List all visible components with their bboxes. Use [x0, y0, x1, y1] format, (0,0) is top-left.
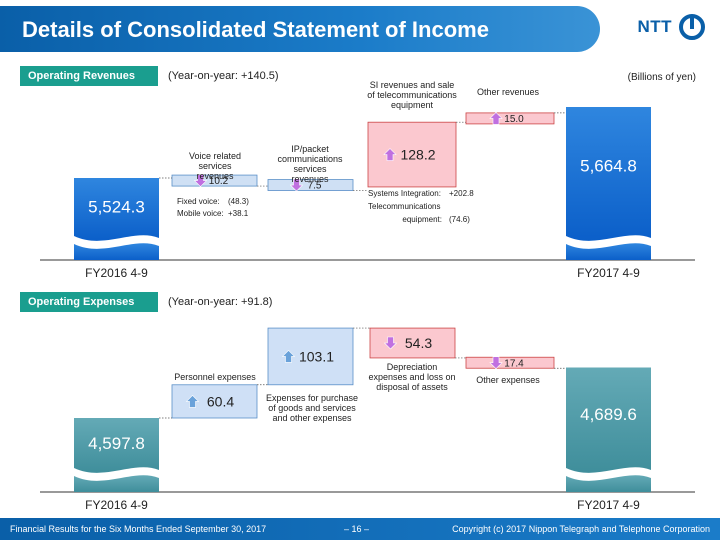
revenues-category-label-4: Other revenues [477, 87, 540, 97]
revenues-delta-arrow-2 [289, 178, 304, 192]
revenues-delta-value-2: 7.5 [308, 181, 322, 192]
footer: Financial Results for the Six Months End… [0, 518, 720, 540]
footer-copyright: Copyright (c) 2017 Nippon Telegraph and … [452, 524, 710, 534]
expenses-total-value-5: 4,689.6 [580, 405, 637, 424]
revenues-total-bar-5 [566, 107, 651, 241]
unit-note: (Billions of yen) [627, 72, 696, 83]
si-subnote-value-2: (74.6) [449, 215, 470, 224]
expenses-yoy: (Year-on-year: +91.8) [168, 296, 273, 308]
expenses-delta-value-1: 60.4 [207, 393, 234, 409]
revenues-tick-label-0: FY2016 4-9 [85, 266, 148, 280]
voice-subnote-label-1: Mobile voice: [177, 209, 224, 218]
revenues-total-value-0: 5,524.3 [88, 197, 145, 216]
expenses-delta-arrow-3 [383, 336, 398, 350]
si-subnote-label-1: Telecommunications [368, 202, 440, 211]
si-subnote-label-2: equipment: [402, 215, 442, 224]
revenues-delta-arrow-3 [383, 148, 397, 161]
expenses-total-value-0: 4,597.8 [88, 434, 145, 453]
expenses-tick-label-5: FY2017 4-9 [577, 498, 640, 512]
revenues-delta-bar-2 [267, 179, 354, 191]
page-title: Details of Consolidated Statement of Inc… [22, 17, 489, 42]
revenues-category-label-1: Voice related services revenues [189, 151, 241, 181]
expenses-delta-value-3: 54.3 [405, 335, 432, 351]
revenues-total-value-5: 5,664.8 [580, 156, 637, 175]
operating-revenues-badge: Operating Revenues [20, 66, 158, 86]
revenues-tick-label-5: FY2017 4-9 [577, 266, 640, 280]
revenues-delta-value-3: 128.2 [400, 147, 435, 163]
ntt-logo: NTT [637, 12, 706, 42]
revenues-total-bar-0 [74, 178, 159, 241]
page-number: – 16 – [344, 524, 370, 534]
expenses-delta-value-2: 103.1 [299, 348, 334, 364]
expenses-category-label-3: Depreciation expenses and loss on disposal… [368, 362, 455, 392]
si-subnote-value-0: +202.8 [449, 189, 474, 198]
ntt-logo-mark-icon [679, 14, 705, 40]
expenses-delta-arrow-1 [185, 394, 200, 408]
revenues-delta-arrow-1 [193, 174, 208, 188]
logo-text: NTT [637, 17, 672, 36]
expenses-delta-arrow-2 [281, 350, 296, 363]
revenues-yoy: (Year-on-year: +140.5) [168, 70, 279, 82]
expenses-total-bar-0-base [74, 475, 159, 492]
expenses-category-label-1: Personnel expenses [174, 372, 256, 382]
footer-left: Financial Results for the Six Months End… [10, 524, 267, 534]
revenues-delta-bar-3 [367, 121, 457, 188]
voice-subnote-value-1: +38.1 [228, 209, 249, 218]
revenues-delta-value-1: 10.2 [209, 176, 229, 187]
revenues-total-bar-5-base [566, 243, 651, 260]
expenses-category-label-4: Other expenses [476, 375, 540, 385]
expenses-delta-arrow-4 [489, 356, 503, 370]
expenses-total-bar-5-base [566, 475, 651, 492]
revenues-delta-bar-4 [465, 112, 555, 125]
revenues-delta-bar-1 [171, 174, 258, 187]
revenues-category-label-3: SI revenues and sale of telecommunication… [367, 80, 457, 110]
expenses-category-label-2: Expenses for purchase of goods and servic… [266, 393, 358, 423]
title-band [0, 6, 600, 52]
expenses-total-bar-5 [566, 367, 651, 473]
revenues-category-label-2: IP/packet communications services revenues [277, 144, 343, 184]
expenses-tick-label-0: FY2016 4-9 [85, 498, 148, 512]
revenues-delta-value-4: 15.0 [504, 114, 524, 125]
operating-expenses-badge: Operating Expenses [20, 292, 158, 312]
expenses-delta-bar-4 [465, 356, 555, 369]
voice-subnote-value-0: (48.3) [228, 197, 249, 206]
expenses-total-bar-0 [74, 418, 159, 473]
revenues-delta-arrow-4 [489, 111, 503, 125]
si-subnote-label-0: Systems Integration: [368, 189, 441, 198]
header: Details of Consolidated Statement of Inc… [0, 0, 720, 58]
voice-subnote-label-0: Fixed voice: [177, 197, 220, 206]
expenses-delta-value-4: 17.4 [504, 358, 524, 369]
revenues-total-bar-0-base [74, 243, 159, 260]
